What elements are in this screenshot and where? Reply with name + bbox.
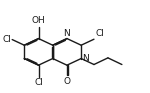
Text: N: N [82,54,89,63]
Text: O: O [63,77,70,86]
Text: Cl: Cl [2,35,11,44]
Text: Cl: Cl [95,29,104,38]
Text: Cl: Cl [34,78,43,87]
Text: N: N [63,29,70,38]
Text: OH: OH [32,16,45,25]
